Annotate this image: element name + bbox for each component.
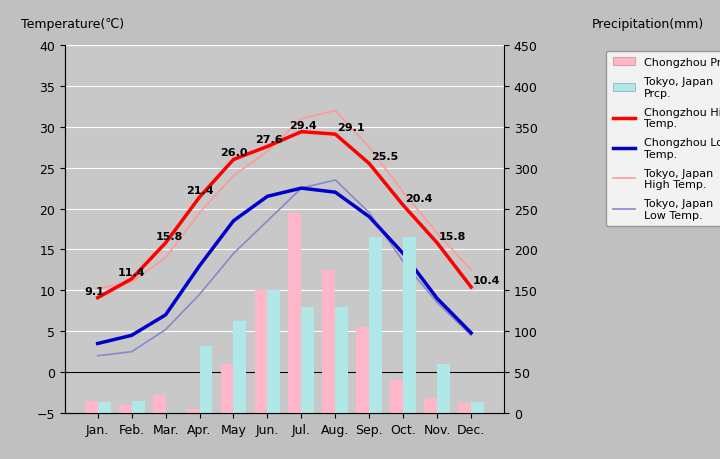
Text: 10.4: 10.4: [473, 275, 500, 285]
Bar: [390, 381, 403, 413]
Bar: [403, 238, 416, 413]
Bar: [85, 401, 98, 413]
Text: Precipitation(mm): Precipitation(mm): [592, 18, 704, 31]
Legend: Chongzhou Prcp., Tokyo, Japan
Prcp., Chongzhou High
Temp., Chongzhou Low
Temp., : Chongzhou Prcp., Tokyo, Japan Prcp., Cho…: [606, 51, 720, 227]
Bar: [289, 213, 302, 413]
Bar: [437, 364, 450, 413]
Text: 21.4: 21.4: [186, 185, 214, 196]
Bar: [267, 291, 280, 413]
Bar: [323, 270, 336, 413]
Bar: [98, 403, 111, 413]
Text: 25.5: 25.5: [371, 152, 398, 162]
Bar: [233, 322, 246, 413]
Bar: [153, 395, 166, 413]
Bar: [119, 405, 132, 413]
Text: 20.4: 20.4: [405, 194, 433, 204]
Text: 27.6: 27.6: [256, 135, 283, 145]
Text: 9.1: 9.1: [84, 286, 104, 296]
Text: 26.0: 26.0: [220, 148, 248, 158]
Bar: [186, 409, 199, 413]
Bar: [356, 327, 369, 413]
Text: 29.4: 29.4: [289, 120, 318, 130]
Text: 29.1: 29.1: [337, 123, 364, 133]
Bar: [424, 398, 437, 413]
Bar: [369, 238, 382, 413]
Bar: [220, 364, 233, 413]
Bar: [471, 403, 484, 413]
Bar: [199, 346, 212, 413]
Text: 15.8: 15.8: [439, 231, 467, 241]
Bar: [255, 291, 267, 413]
Text: 11.4: 11.4: [118, 267, 145, 277]
Bar: [336, 307, 348, 413]
Text: 15.8: 15.8: [156, 231, 183, 241]
Bar: [458, 403, 471, 413]
Text: Temperature(℃): Temperature(℃): [21, 18, 124, 31]
Bar: [302, 307, 314, 413]
Bar: [132, 401, 145, 413]
